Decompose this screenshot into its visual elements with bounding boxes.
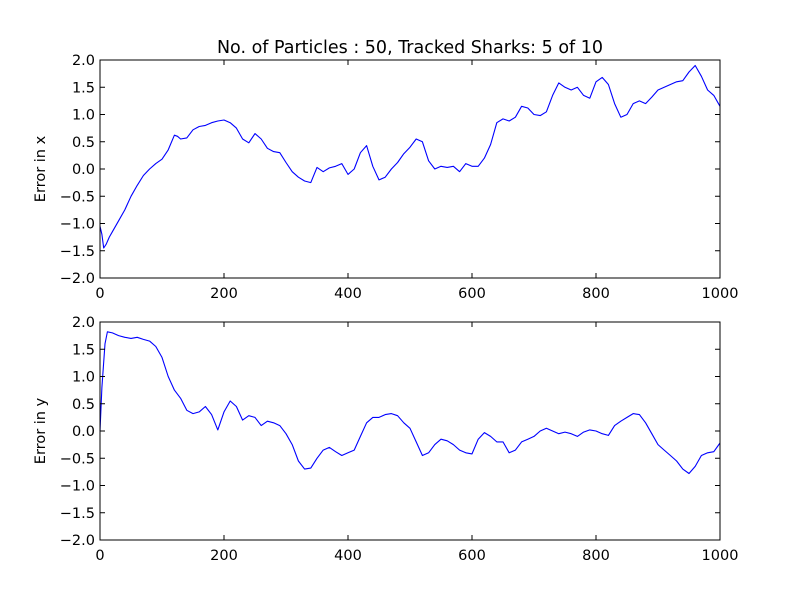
x-tick-label: 200 xyxy=(210,548,238,564)
y-tick-label: −0.5 xyxy=(60,451,95,467)
y-tick-label: −1.5 xyxy=(60,244,95,260)
y-tick-label: 0.5 xyxy=(72,135,95,151)
y-axis-label: Error in x xyxy=(33,135,49,202)
y-tick-label: 0.0 xyxy=(72,424,95,440)
data-line-series-0 xyxy=(99,331,721,475)
chart-title: No. of Particles : 50, Tracked Sharks: 5… xyxy=(217,38,603,58)
y-tick-label: −1.5 xyxy=(60,506,95,522)
y-axis-label: Error in y xyxy=(33,397,49,464)
y-tick-label: 1.5 xyxy=(72,80,95,96)
y-tick-label: 0.0 xyxy=(72,162,95,178)
x-tick-label: 200 xyxy=(210,286,238,302)
bottom-subplot-error-y: 0 200 400 600 800 1000 −2.0 −1.5 −1.0 −0.5 0.0 0.5 1… xyxy=(33,315,738,564)
y-tick-label: 1.0 xyxy=(72,108,95,124)
y-tick-label: 0.5 xyxy=(72,397,95,413)
top-subplot-error-x: 0 200 400 600 800 1000 −2.0 −1.5 −1.0 −0.5 0.0 0.5 1… xyxy=(33,53,738,302)
x-tick-label: 400 xyxy=(334,548,362,564)
x-tick-label: 0 xyxy=(95,548,104,564)
y-tick-label: −1.0 xyxy=(60,217,95,233)
y-tick-label: 1.5 xyxy=(72,342,95,358)
data-line-series-0 xyxy=(99,64,721,249)
x-tick-label: 1000 xyxy=(702,548,739,564)
x-tick-label: 600 xyxy=(458,548,486,564)
y-tick-label: −2.0 xyxy=(60,533,95,549)
y-tick-label: −0.5 xyxy=(60,189,95,205)
y-tick-label: 2.0 xyxy=(72,315,95,331)
x-tick-label: 800 xyxy=(582,286,610,302)
x-tick-label: 600 xyxy=(458,286,486,302)
y-tick-label: −1.0 xyxy=(60,479,95,495)
y-tick-label: −2.0 xyxy=(60,271,95,287)
x-tick-label: 800 xyxy=(582,548,610,564)
y-tick-label: 2.0 xyxy=(72,53,95,69)
x-tick-label: 1000 xyxy=(702,286,739,302)
x-tick-label: 0 xyxy=(95,286,104,302)
x-tick-label: 400 xyxy=(334,286,362,302)
y-tick-label: 1.0 xyxy=(72,370,95,386)
